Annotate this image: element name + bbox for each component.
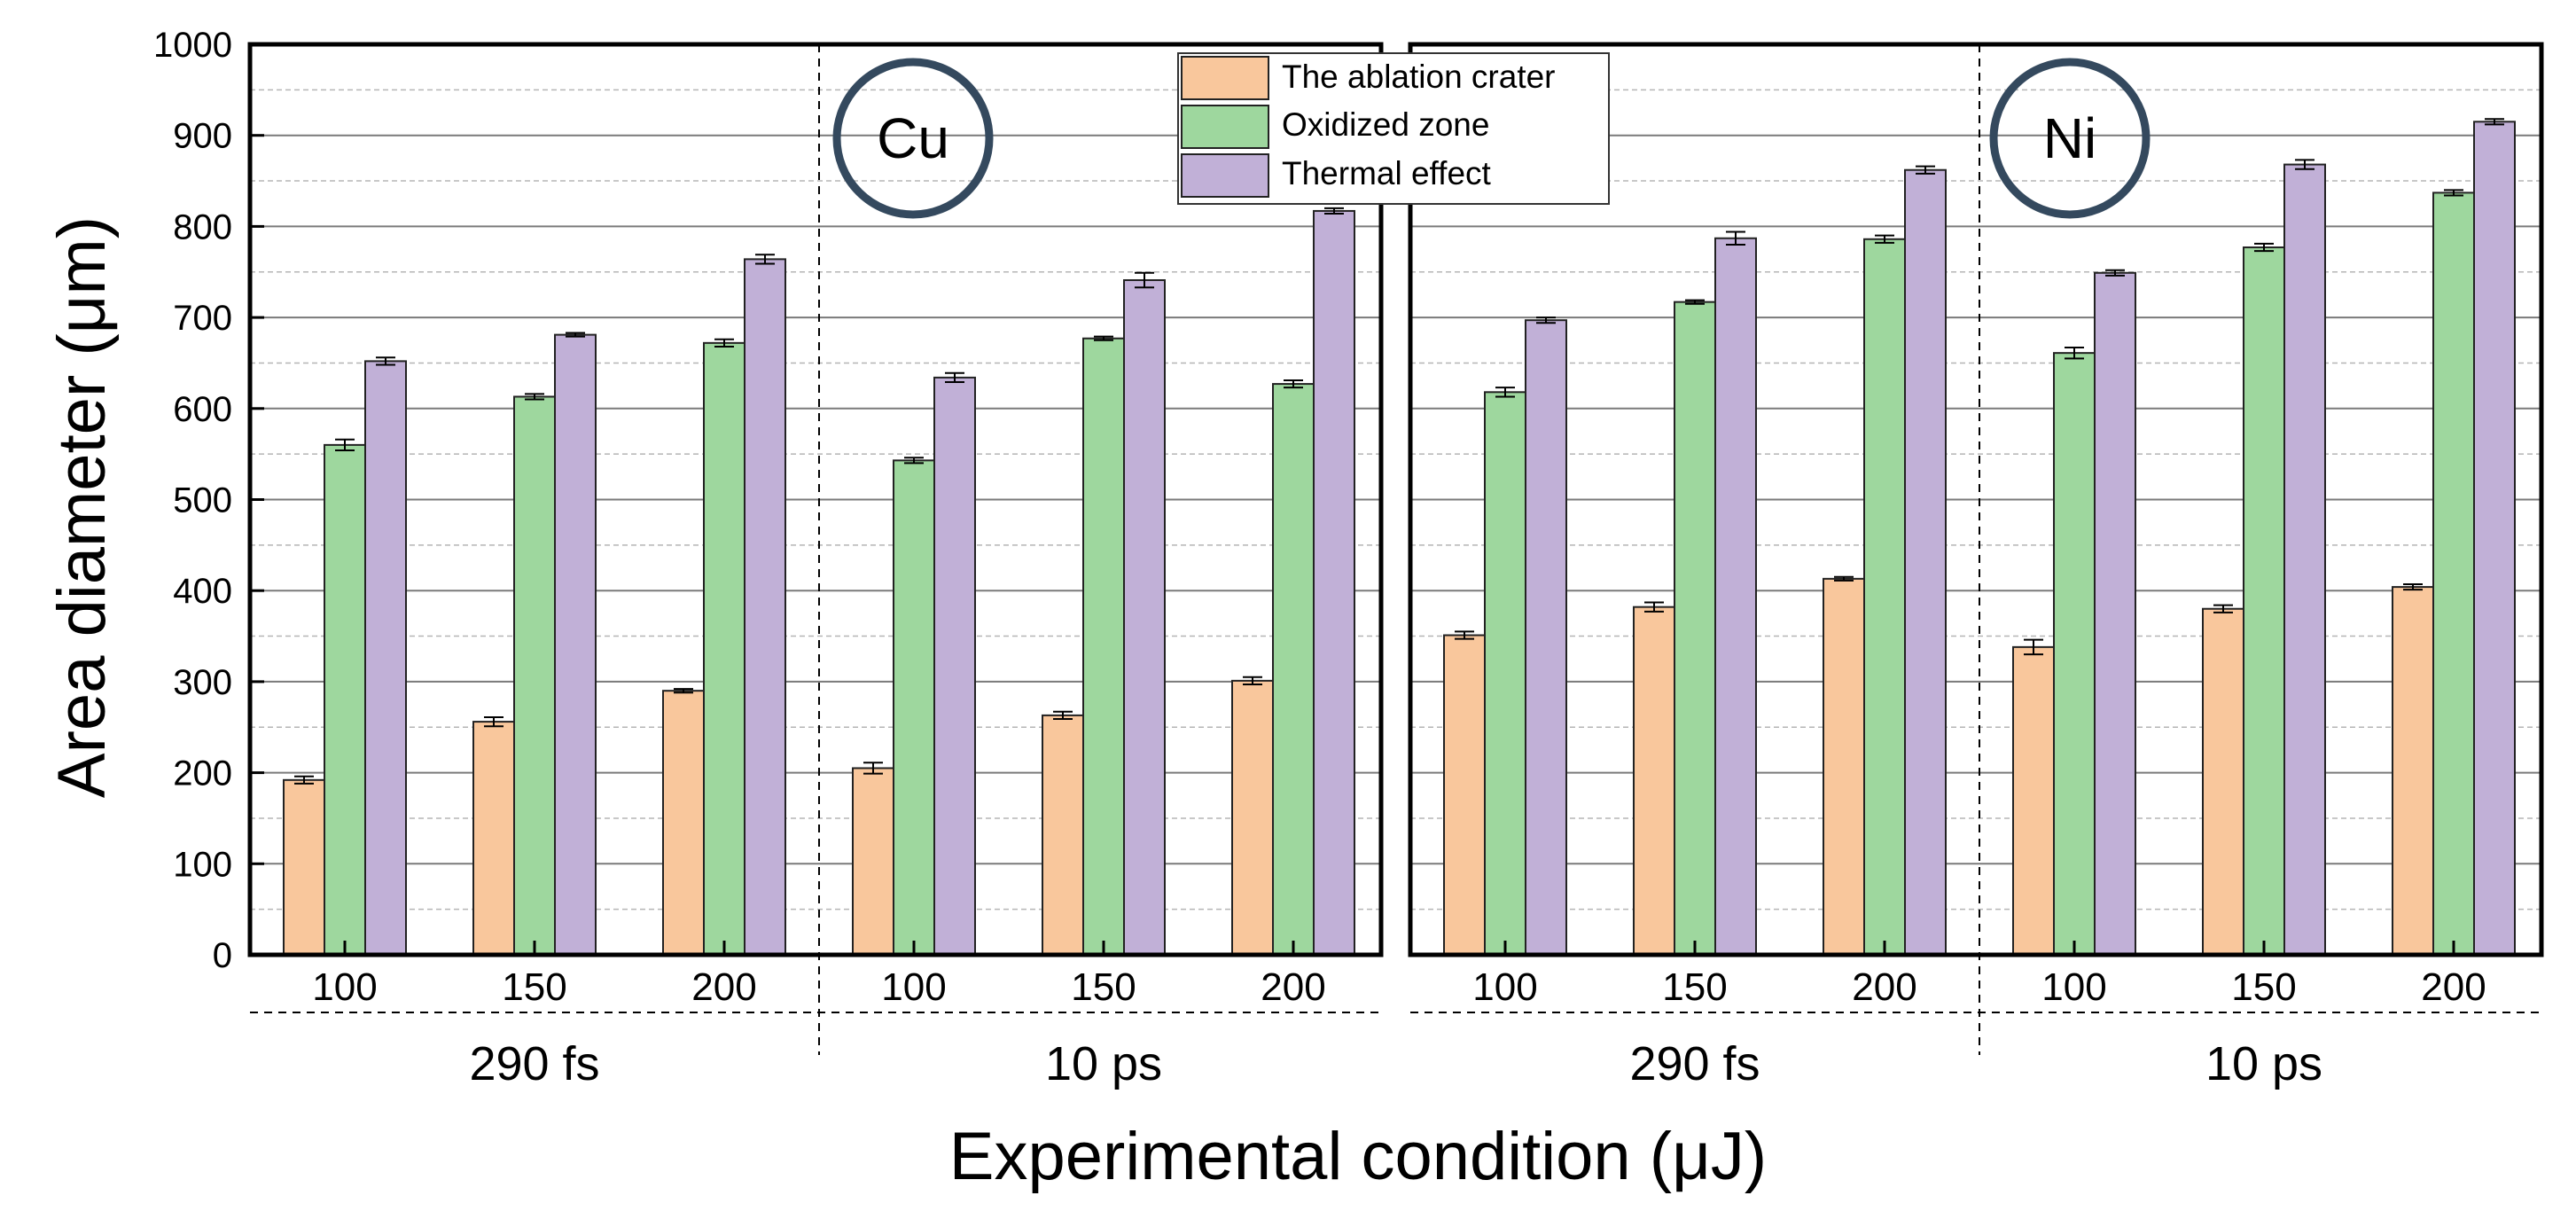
bar-ni-crater	[1823, 577, 1865, 956]
group-label-290-fs: 290 fs	[469, 1037, 599, 1090]
x-tick-label: 200	[2421, 965, 2486, 1009]
y-axis-title: Area diameter (μm)	[44, 216, 120, 798]
bar-cu-thermal	[554, 333, 597, 957]
x-tick-label: 100	[881, 965, 946, 1009]
bar-cu-crater	[472, 721, 515, 956]
x-tick-label: 100	[1472, 965, 1537, 1009]
group-label-10-ps: 10 ps	[2205, 1037, 2322, 1090]
bar-cu-thermal	[933, 376, 976, 956]
y-tick-label: 200	[173, 754, 232, 793]
bar-ni-crater	[1633, 606, 1675, 956]
ticks	[250, 43, 2455, 957]
bar-ni-oxidized	[1863, 238, 1906, 956]
panel-label-cu: Cu	[832, 58, 994, 219]
x-tick-label: 200	[691, 965, 756, 1009]
bar-cu-crater	[1042, 714, 1084, 956]
legend-swatch-oxidized	[1181, 105, 1269, 149]
bar-ni-thermal	[1714, 237, 1757, 957]
y-tick-label: 300	[173, 663, 232, 702]
y-tick-label: 400	[173, 572, 232, 611]
bar-ni-crater	[1443, 634, 1486, 956]
bar-cu-crater	[1231, 679, 1274, 956]
bar-ni-crater	[2012, 645, 2055, 957]
y-tick-label: 700	[173, 299, 232, 338]
legend-swatch-crater	[1181, 56, 1269, 100]
y-tick-label: 100	[173, 845, 232, 884]
bar-ni-thermal	[2283, 163, 2326, 956]
panel-label-circle-cu	[832, 58, 994, 219]
bar-cu-thermal	[1123, 278, 1166, 957]
panel-label-circle-ni	[1989, 58, 2151, 219]
panel-label-text-ni: Ni	[2043, 106, 2096, 170]
x-tick-label: 150	[1662, 965, 1727, 1009]
x-tick-label: 200	[1852, 965, 1916, 1009]
bar-cu-oxidized	[513, 395, 556, 957]
x-tick-label: 150	[1071, 965, 1136, 1009]
y-tick-label: 500	[173, 481, 232, 520]
y-tick-label: 0	[213, 936, 232, 975]
bar-cu-oxidized	[1082, 337, 1125, 956]
category-labels: 100 150 200 290 fs 100 150 200 10 ps 100 150 200 29…	[153, 26, 2486, 1090]
bar-cu-oxidized	[893, 459, 935, 956]
bar-ni-crater	[2202, 607, 2244, 956]
legend: The ablation crater Oxidized zone Therma…	[1177, 52, 1610, 205]
bar-cu-oxidized	[1272, 383, 1315, 957]
bar-cu-oxidized	[703, 341, 745, 956]
bar-cu-thermal	[1313, 209, 1355, 957]
x-tick-label: 150	[2231, 965, 2296, 1009]
bar-ni-oxidized	[2432, 191, 2475, 956]
panel-label-text-cu: Cu	[877, 106, 949, 170]
bar-ni-oxidized	[2053, 352, 2096, 956]
bar-ni-thermal	[2473, 121, 2516, 957]
legend-label-thermal: Thermal effect	[1282, 155, 1492, 191]
legend-label-oxidized: Oxidized zone	[1282, 106, 1489, 143]
y-tick-label: 1000	[153, 26, 232, 65]
bar-cu-thermal	[364, 360, 407, 956]
bar-ni-crater	[2392, 586, 2434, 956]
group-label-10-ps: 10 ps	[1045, 1037, 1162, 1090]
bar-cu-crater	[283, 778, 325, 956]
x-tick-label: 200	[1261, 965, 1325, 1009]
bar-ni-thermal	[1904, 168, 1947, 956]
x-tick-label: 100	[2041, 965, 2106, 1009]
bar-cu-crater	[852, 767, 894, 957]
bar-cu-thermal	[744, 258, 786, 956]
y-tick-label: 900	[173, 117, 232, 156]
bar-ni-oxidized	[2243, 246, 2285, 956]
bars	[283, 118, 2516, 957]
y-tick-label: 800	[173, 207, 232, 246]
y-tick-label: 600	[173, 390, 232, 429]
x-axis-title: Experimental condition (μJ)	[949, 1119, 1767, 1194]
bar-ni-thermal	[1525, 319, 1567, 956]
bar-cu-oxidized	[324, 443, 366, 956]
bar-ni-thermal	[2094, 271, 2136, 957]
x-tick-label: 100	[312, 965, 377, 1009]
bar-cu-crater	[662, 690, 705, 956]
bar-ni-oxidized	[1484, 391, 1526, 956]
legend-label-crater: The ablation crater	[1282, 59, 1556, 95]
bar-ni-oxidized	[1674, 301, 1716, 956]
legend-swatch-thermal	[1181, 153, 1269, 198]
panel-frame-ni	[1408, 42, 2544, 957]
group-label-290-fs: 290 fs	[1629, 1037, 1760, 1090]
panel-label-ni: Ni	[1989, 58, 2151, 219]
x-tick-label: 150	[502, 965, 566, 1009]
